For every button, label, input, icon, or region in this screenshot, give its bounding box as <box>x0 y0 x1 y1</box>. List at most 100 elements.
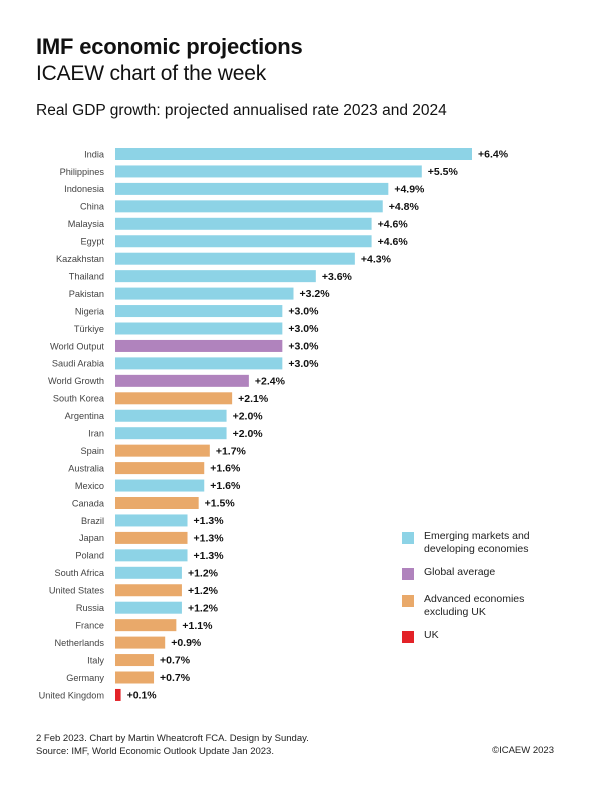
bar <box>115 601 182 614</box>
value-label: +1.7% <box>216 445 247 457</box>
copyright: ©ICAEW 2023 <box>492 745 554 756</box>
bar <box>115 217 372 230</box>
bar <box>115 636 166 649</box>
value-label: +3.0% <box>288 323 319 335</box>
value-label: +1.2% <box>188 585 219 597</box>
category-label: Malaysia <box>68 219 105 229</box>
bar <box>115 409 227 422</box>
bar <box>115 270 316 283</box>
value-label: +4.8% <box>389 201 420 213</box>
category-label: Brazil <box>81 516 104 526</box>
bar <box>115 514 188 527</box>
category-label: Pakistan <box>69 289 104 299</box>
chart-title: Real GDP growth: projected annualised ra… <box>36 102 447 119</box>
category-label: Egypt <box>81 237 105 247</box>
bar <box>115 287 294 300</box>
category-label: United States <box>49 586 105 596</box>
category-label: Germany <box>66 673 104 683</box>
value-label: +0.7% <box>160 672 191 684</box>
category-label: Nigeria <box>75 306 105 316</box>
bar <box>115 305 283 318</box>
category-label: United Kingdom <box>39 690 105 700</box>
value-label: +1.2% <box>188 602 219 614</box>
value-label: +1.1% <box>182 620 213 632</box>
bar <box>115 235 372 248</box>
legend-item-global: Global average <box>402 566 564 580</box>
category-label: Mexico <box>75 481 104 491</box>
bar <box>115 671 155 684</box>
category-label: Spain <box>81 446 105 456</box>
category-label: Netherlands <box>54 638 104 648</box>
bar <box>115 479 205 492</box>
category-label: Canada <box>72 498 105 508</box>
legend-label-uk: UK <box>424 629 439 641</box>
value-label: +6.4% <box>478 149 509 161</box>
legend-item-advanced: Advanced economies excluding UK <box>402 593 564 619</box>
category-label: Poland <box>75 551 104 561</box>
value-label: +1.6% <box>210 463 241 475</box>
value-label: +3.2% <box>300 288 331 300</box>
legend-label-global: Global average <box>424 566 496 578</box>
value-label: +3.6% <box>322 271 353 283</box>
category-label: World Output <box>50 341 104 351</box>
footer-source: Source: IMF, World Economic Outlook Upda… <box>36 746 274 757</box>
category-label: China <box>80 202 105 212</box>
value-label: +0.7% <box>160 655 191 667</box>
value-label: +0.9% <box>171 637 202 649</box>
bar <box>115 374 249 387</box>
category-label: Iran <box>88 429 104 439</box>
legend-swatch-uk <box>402 631 414 643</box>
value-label: +2.4% <box>255 375 286 387</box>
category-label: Russia <box>76 603 105 613</box>
legend-swatch-advanced <box>402 595 414 607</box>
footer-credit: 2 Feb 2023. Chart by Martin Wheatcroft F… <box>36 733 309 744</box>
category-label: Kazakhstan <box>56 254 104 264</box>
category-label: South Korea <box>53 394 105 404</box>
legend-swatch-emerging <box>402 532 414 544</box>
bar <box>115 584 182 597</box>
bar <box>115 566 182 579</box>
value-label: +4.6% <box>378 218 409 230</box>
bar <box>115 619 177 632</box>
legend-label-emerging: Emerging markets and developing economie… <box>424 530 530 555</box>
category-label: Philippines <box>60 167 105 177</box>
value-label: +3.0% <box>288 341 319 353</box>
value-label: +3.0% <box>288 358 319 370</box>
value-label: +4.3% <box>361 253 392 265</box>
value-label: +2.0% <box>233 410 264 422</box>
bar <box>115 148 472 160</box>
bar <box>115 688 121 701</box>
category-label: Saudi Arabia <box>52 359 105 369</box>
value-label: +2.1% <box>238 393 269 405</box>
category-label: Türkiye <box>74 324 104 334</box>
bar <box>115 357 283 370</box>
legend-label-advanced: Advanced economies excluding UK <box>424 593 525 618</box>
bar <box>115 182 389 195</box>
value-label: +1.3% <box>194 533 225 545</box>
bar <box>115 427 227 440</box>
bar <box>115 531 188 544</box>
bar <box>115 462 205 475</box>
category-label: India <box>84 149 105 159</box>
bar <box>115 654 155 667</box>
bar <box>115 549 188 562</box>
category-label: Argentina <box>65 411 105 421</box>
legend-item-emerging: Emerging markets and developing economie… <box>402 530 564 556</box>
category-label: Italy <box>87 655 104 665</box>
bar <box>115 252 355 265</box>
value-label: +1.3% <box>194 515 225 527</box>
value-label: +4.9% <box>394 184 425 196</box>
bar <box>115 392 233 405</box>
legend-swatch-global <box>402 568 414 580</box>
value-label: +1.5% <box>205 498 236 510</box>
category-label: Australia <box>68 463 105 473</box>
bar <box>115 339 283 352</box>
bar <box>115 444 210 457</box>
category-label: Thailand <box>69 271 104 281</box>
bar <box>115 497 199 509</box>
category-label: France <box>75 620 104 630</box>
bar <box>115 165 422 178</box>
value-label: +1.6% <box>210 480 241 492</box>
value-label: +2.0% <box>233 428 264 440</box>
